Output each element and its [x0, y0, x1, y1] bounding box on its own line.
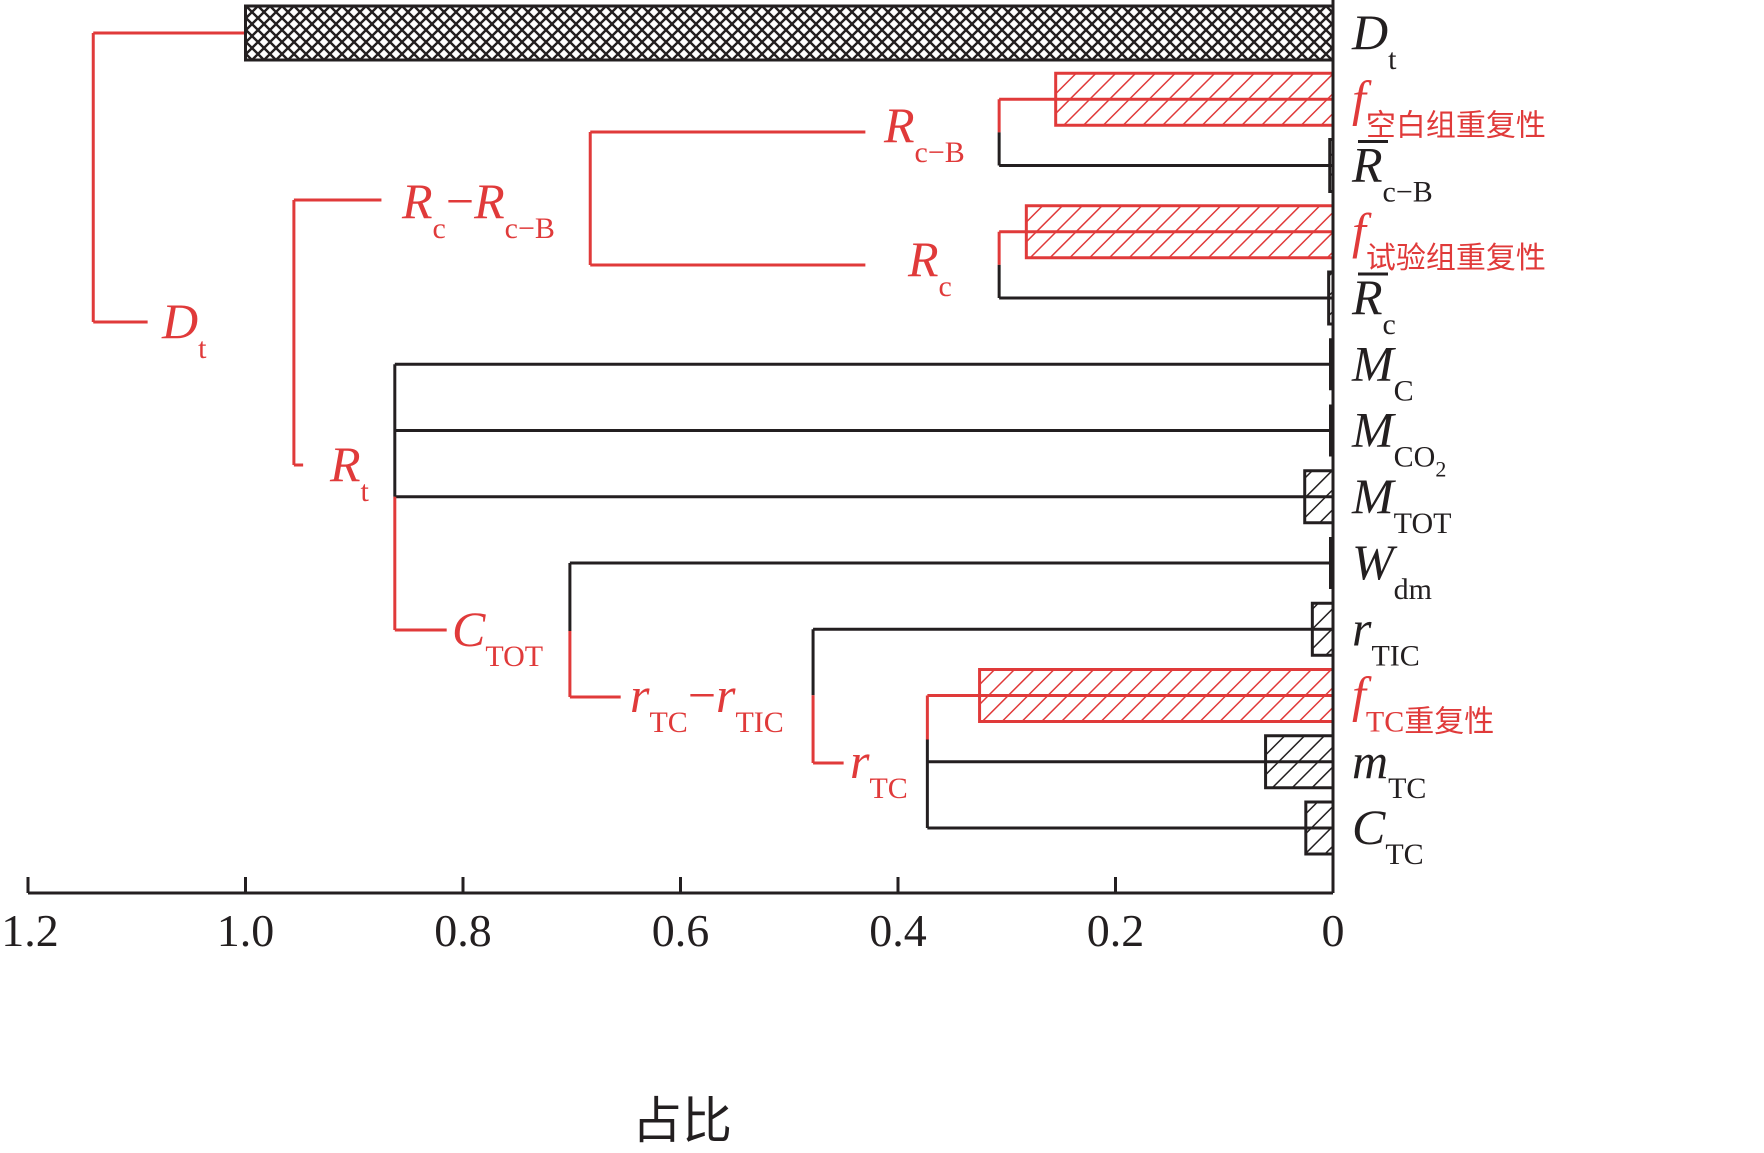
node-n_Rc-part: R [907, 231, 939, 287]
label-MC: MC [1351, 335, 1414, 407]
node-n_rTC: rTC [850, 733, 908, 805]
label-Rbar_cB: Rc−B [1351, 137, 1433, 209]
label-MCO2-part: 2 [1435, 457, 1446, 482]
label-CTC: CTC [1352, 799, 1424, 871]
x-axis-title: 占比 [632, 1093, 732, 1148]
node-n_RcRcB-part: R [401, 173, 433, 229]
x-tick-label: 1.2 [1, 905, 59, 956]
label-rTIC-part: r [1352, 600, 1372, 656]
node-n_RcB-part: c−B [915, 136, 965, 169]
label-Dt: Dt [1351, 4, 1397, 76]
label-Rbar_c-part: R [1351, 269, 1383, 325]
label-rTIC-part: TIC [1371, 639, 1419, 672]
node-n_RcRcB-part: c−B [505, 212, 555, 245]
node-n_Rt: Rt [329, 436, 370, 508]
label-Wdm: Wdm [1352, 534, 1432, 606]
node-n_Rt-part: R [329, 436, 361, 492]
bar-f_blank [1054, 71, 1335, 127]
node-n_RcB-part: R [883, 97, 915, 153]
node-n_Dt-part: t [198, 332, 207, 365]
node-n_rTC-part: r [850, 733, 870, 789]
node-n_Dt: Dt [161, 293, 207, 365]
label-mTC-part: TC [1388, 772, 1426, 805]
x-tick-label: 0 [1322, 905, 1345, 956]
bar-MTOT [1303, 469, 1335, 525]
label-Dt-part: D [1351, 4, 1388, 60]
label-CTC-part: TC [1385, 838, 1423, 871]
node-n_Rt-part: t [361, 475, 370, 508]
node-n_rTCrTIC-part: TC [649, 706, 687, 739]
node-n_CTOT: CTOT [452, 601, 543, 673]
x-tick-label: 1.0 [217, 905, 275, 956]
label-Wdm-part: W [1352, 534, 1398, 590]
x-tick-label: 0.2 [1087, 905, 1145, 956]
label-MTOT: MTOT [1351, 468, 1451, 540]
label-MC-part: M [1351, 335, 1396, 391]
label-mTC-part: m [1352, 733, 1388, 789]
node-n_Rc-part: c [939, 270, 952, 303]
label-f_blank: f空白组重复性 [1352, 70, 1546, 142]
bar-mTC [1264, 734, 1335, 790]
bar-rTIC [1310, 601, 1335, 657]
bar-f_test [1024, 204, 1335, 260]
node-n_rTCrTIC-part: r [716, 667, 736, 723]
label-f_blank-part: 空白组重复性 [1366, 109, 1546, 142]
label-MTOT-part: TOT [1394, 507, 1452, 540]
label-f_test: f试验组重复性 [1352, 203, 1546, 275]
label-mTC: mTC [1352, 733, 1426, 805]
node-n_RcRcB-part: R [473, 173, 505, 229]
label-MTOT-part: M [1351, 468, 1396, 524]
label-MCO2-part: CO [1394, 441, 1436, 474]
bars [244, 4, 1335, 856]
node-n_rTCrTIC-part: TIC [735, 706, 783, 739]
bar-Dt [244, 4, 1335, 62]
node-n_rTCrTIC-part: − [688, 667, 716, 723]
label-MCO2-part: M [1351, 402, 1396, 458]
dendrogram-links [91, 31, 1333, 830]
label-MC-part: C [1394, 374, 1414, 407]
node-n_RcRcB-part: − [446, 173, 474, 229]
x-tick-label: 0.4 [869, 905, 927, 956]
node-n_RcRcB-part: c [433, 212, 446, 245]
bar-CTC [1304, 800, 1335, 856]
label-Rbar_c-part: c [1383, 308, 1396, 341]
label-MCO2: MCO2 [1351, 402, 1446, 482]
label-f_test-part: 试验组重复性 [1366, 242, 1546, 275]
label-f_TC-part: TC重复性 [1366, 706, 1494, 739]
node-n_RcRcB: Rc−Rc−B [401, 173, 555, 245]
label-Rbar_cB-part: c−B [1383, 176, 1433, 209]
x-tick-label: 0.8 [434, 905, 492, 956]
node-n_rTCrTIC: rTC−rTIC [630, 667, 784, 739]
bar-f_TC [978, 668, 1335, 723]
label-Rbar_cB-part: R [1351, 137, 1383, 193]
node-n_Rc: Rc [907, 231, 952, 303]
label-Dt-part: t [1388, 43, 1397, 76]
node-n_RcB: Rc−B [883, 97, 965, 169]
node-n_rTC-part: TC [869, 772, 907, 805]
x-tick-label: 0.6 [652, 905, 710, 956]
x-axis: 1.2 1.0 0.8 0.6 0.4 0.2 0 [1, 0, 1345, 956]
label-CTC-part: C [1352, 799, 1386, 855]
node-n_CTOT-part: C [452, 601, 486, 657]
label-Wdm-part: dm [1394, 573, 1432, 606]
label-f_TC: fTC重复性 [1352, 667, 1494, 739]
bar-labels: Dtf空白组重复性Rc−Bf试验组重复性RcMCMCO2MTOTWdmrTICf… [1351, 4, 1546, 871]
node-n_Dt-part: D [161, 293, 198, 349]
label-Rbar_c: Rc [1351, 269, 1396, 341]
label-rTIC: rTIC [1352, 600, 1420, 672]
node-n_CTOT-part: TOT [485, 640, 543, 673]
node-n_rTCrTIC-part: r [630, 667, 650, 723]
